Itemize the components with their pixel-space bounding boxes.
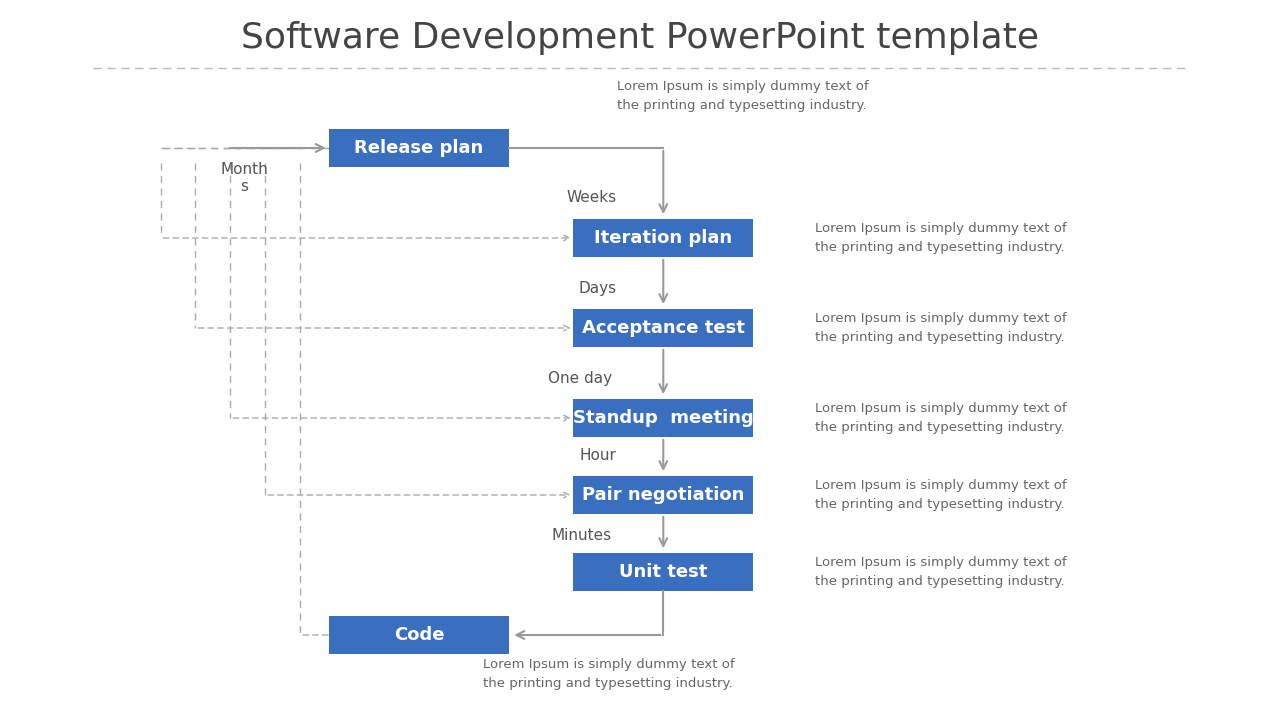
Text: Lorem Ipsum is simply dummy text of
the printing and typesetting industry.: Lorem Ipsum is simply dummy text of the …	[814, 556, 1066, 588]
Text: Acceptance test: Acceptance test	[582, 319, 745, 337]
Text: Lorem Ipsum is simply dummy text of
the printing and typesetting industry.: Lorem Ipsum is simply dummy text of the …	[814, 479, 1066, 511]
Text: Software Development PowerPoint template: Software Development PowerPoint template	[241, 21, 1039, 55]
Text: Code: Code	[394, 626, 444, 644]
Text: Unit test: Unit test	[620, 563, 708, 581]
FancyBboxPatch shape	[573, 476, 754, 514]
Text: Days: Days	[579, 281, 617, 295]
Text: Minutes: Minutes	[552, 528, 612, 542]
Text: One day: One day	[548, 371, 612, 385]
FancyBboxPatch shape	[573, 309, 754, 347]
Text: Weeks: Weeks	[567, 191, 617, 205]
Text: Pair negotiation: Pair negotiation	[582, 486, 745, 504]
Text: Month
s: Month s	[220, 162, 269, 194]
Text: Lorem Ipsum is simply dummy text of
the printing and typesetting industry.: Lorem Ipsum is simply dummy text of the …	[814, 312, 1066, 344]
FancyBboxPatch shape	[573, 399, 754, 437]
Text: Hour: Hour	[580, 448, 617, 462]
Text: Release plan: Release plan	[355, 139, 484, 157]
Text: Iteration plan: Iteration plan	[594, 229, 732, 247]
Text: Standup  meeting: Standup meeting	[573, 409, 754, 427]
Text: Lorem Ipsum is simply dummy text of
the printing and typesetting industry.: Lorem Ipsum is simply dummy text of the …	[617, 80, 868, 112]
FancyBboxPatch shape	[329, 129, 509, 167]
Text: Lorem Ipsum is simply dummy text of
the printing and typesetting industry.: Lorem Ipsum is simply dummy text of the …	[814, 402, 1066, 434]
FancyBboxPatch shape	[573, 219, 754, 257]
FancyBboxPatch shape	[329, 616, 509, 654]
FancyBboxPatch shape	[573, 553, 754, 591]
Text: Lorem Ipsum is simply dummy text of
the printing and typesetting industry.: Lorem Ipsum is simply dummy text of the …	[483, 658, 735, 690]
Text: Lorem Ipsum is simply dummy text of
the printing and typesetting industry.: Lorem Ipsum is simply dummy text of the …	[814, 222, 1066, 254]
